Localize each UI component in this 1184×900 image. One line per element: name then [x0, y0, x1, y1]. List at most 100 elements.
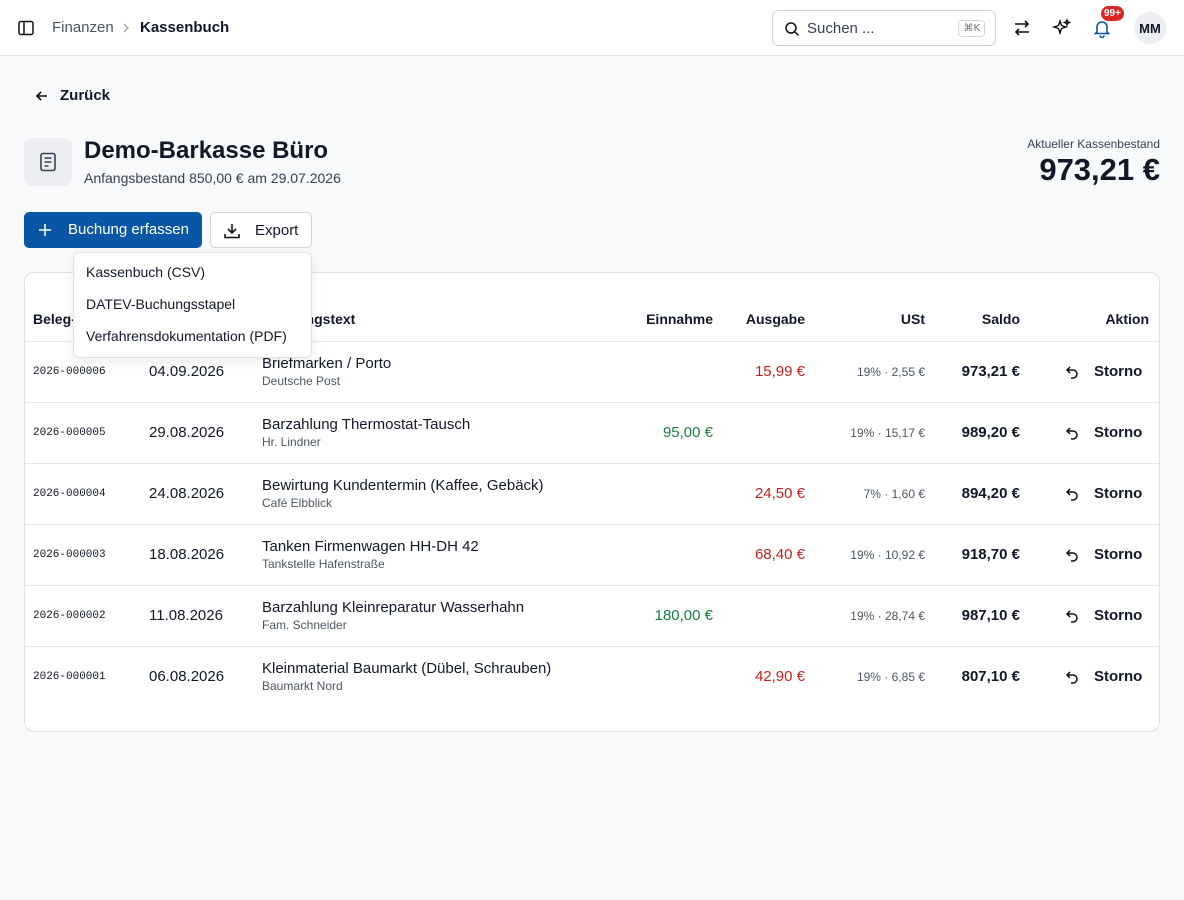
booking-text: Bewirtung Kundentermin (Kaffee, Gebäck): [262, 477, 544, 494]
expense: 68,40 €: [754, 546, 805, 563]
sidebar-toggle[interactable]: [18, 20, 34, 36]
partner: Baumarkt Nord: [262, 679, 343, 693]
receipt-number: 2026-000002: [33, 610, 106, 622]
expense: 42,90 €: [754, 668, 805, 685]
storno-button[interactable]: Storno: [1065, 605, 1143, 627]
notifications-icon[interactable]: [1092, 18, 1112, 38]
page-subtitle: Anfangsbestand 850,00 € am 29.07.2026: [84, 170, 341, 186]
plus-icon: [39, 224, 51, 236]
balance: 973,21 €: [961, 363, 1020, 380]
date: 04.09.2026: [149, 363, 225, 380]
partner: Tankstelle Hafenstraße: [262, 557, 385, 571]
receipt-number: 2026-000006: [33, 366, 106, 378]
balance: 989,20 €: [961, 424, 1020, 441]
receipt-number: 2026-000001: [33, 671, 106, 683]
booking-text: Kleinmaterial Baumarkt (Dübel, Schrauben…: [262, 660, 552, 677]
expense: 15,99 €: [754, 363, 805, 380]
page-title: Demo-Barkasse Büro: [84, 137, 329, 164]
search-placeholder: Suchen ...: [807, 20, 875, 37]
balance: 807,10 €: [961, 668, 1020, 685]
date: 11.08.2026: [149, 607, 223, 624]
export-label: Export: [255, 222, 299, 239]
export-menu: Kassenbuch (CSV) DATEV-Buchungsstapel Verf…: [73, 252, 312, 358]
breadcrumb-separator: [123, 23, 129, 33]
undo-icon: [1065, 366, 1078, 379]
balance: 894,20 €: [961, 485, 1020, 502]
row-separator: [25, 402, 1159, 403]
vat: 7% · 1,60 €: [863, 487, 925, 501]
partner: Café Elbblick: [262, 496, 333, 510]
receipt-number: 2026-000004: [33, 488, 106, 500]
search-box[interactable]: Suchen ... ⌘K: [772, 10, 996, 46]
storno-button[interactable]: Storno: [1065, 666, 1143, 688]
partner: Deutsche Post: [262, 374, 341, 388]
storno-label: Storno: [1094, 607, 1143, 624]
book-icon: [40, 152, 56, 172]
column-header: Aktion: [1105, 311, 1149, 327]
breadcrumb-link[interactable]: Finanzen: [52, 19, 114, 36]
date: 06.08.2026: [149, 668, 225, 685]
storno-label: Storno: [1094, 424, 1143, 441]
undo-icon: [1065, 549, 1078, 562]
storno-button[interactable]: Storno: [1065, 422, 1143, 444]
undo-icon: [1065, 488, 1078, 501]
breadcrumb-current: Kassenbuch: [140, 19, 230, 36]
vat: 19% · 28,74 €: [850, 609, 925, 623]
receipt-number: 2026-000003: [33, 549, 106, 561]
storno-label: Storno: [1094, 546, 1143, 563]
add-entry-button[interactable]: Buchung erfassen: [24, 212, 202, 248]
row-separator: [25, 646, 1159, 647]
storno-button[interactable]: Storno: [1065, 483, 1142, 505]
row-separator: [25, 585, 1159, 586]
back-link[interactable]: Zurück: [60, 87, 111, 104]
balance-value: 973,21 €: [1039, 152, 1160, 187]
date: 24.08.2026: [149, 485, 225, 502]
undo-icon: [1065, 610, 1078, 623]
add-entry-label: Buchung erfassen: [68, 221, 189, 238]
top-bar: Finanzen Kassenbuch Suchen ... ⌘K 99+ MM: [0, 0, 1184, 56]
undo-icon: [1065, 427, 1078, 440]
column-header: USt: [900, 311, 925, 327]
income: 95,00 €: [662, 424, 713, 441]
storno-button[interactable]: Storno: [1065, 544, 1143, 566]
balance-label: Aktueller Kassenbestand: [1027, 137, 1160, 151]
export-button[interactable]: Export: [210, 212, 312, 248]
export-menu-item[interactable]: Verfahrensdokumentation (PDF): [86, 328, 287, 344]
storno-label: Storno: [1094, 363, 1143, 380]
column-header: Saldo: [981, 311, 1020, 327]
partner: Fam. Schneider: [262, 618, 347, 632]
row-separator: [25, 524, 1159, 525]
column-header: Einnahme: [646, 311, 713, 327]
booking-text: Tanken Firmenwagen HH-DH 42: [262, 538, 479, 555]
undo-icon: [1065, 671, 1078, 684]
header-separator: [25, 341, 1159, 342]
expense: 24,50 €: [754, 485, 805, 502]
income: 180,00 €: [654, 607, 713, 624]
search-shortcut: ⌘K: [958, 20, 985, 37]
search-icon: [785, 22, 800, 37]
ai-icon[interactable]: [1052, 18, 1072, 38]
switch-icon[interactable]: [1012, 18, 1032, 38]
export-menu-item[interactable]: DATEV-Buchungsstapel: [86, 296, 236, 312]
booking-text: Barzahlung Kleinreparatur Wasserhahn: [262, 599, 525, 616]
vat: 19% · 2,55 €: [856, 365, 925, 379]
vat: 19% · 15,17 €: [850, 426, 925, 440]
back-icon[interactable]: [34, 88, 50, 104]
date: 29.08.2026: [149, 424, 225, 441]
column-header: Ausgabe: [745, 311, 805, 327]
balance: 987,10 €: [961, 607, 1020, 624]
storno-button[interactable]: Storno: [1065, 361, 1143, 383]
vat: 19% · 10,92 €: [850, 548, 925, 562]
vat: 19% · 6,85 €: [856, 670, 925, 684]
user-avatar[interactable]: MM: [1134, 12, 1166, 44]
balance: 918,70 €: [961, 546, 1020, 563]
booking-text: Barzahlung Thermostat-Tausch: [262, 416, 471, 433]
booking-text: Briefmarken / Porto: [262, 355, 392, 372]
storno-label: Storno: [1094, 668, 1143, 685]
export-menu-item[interactable]: Kassenbuch (CSV): [86, 264, 206, 280]
download-icon: [224, 224, 240, 239]
cashbook-icon: [24, 138, 72, 186]
notification-badge: 99+: [1101, 6, 1124, 21]
